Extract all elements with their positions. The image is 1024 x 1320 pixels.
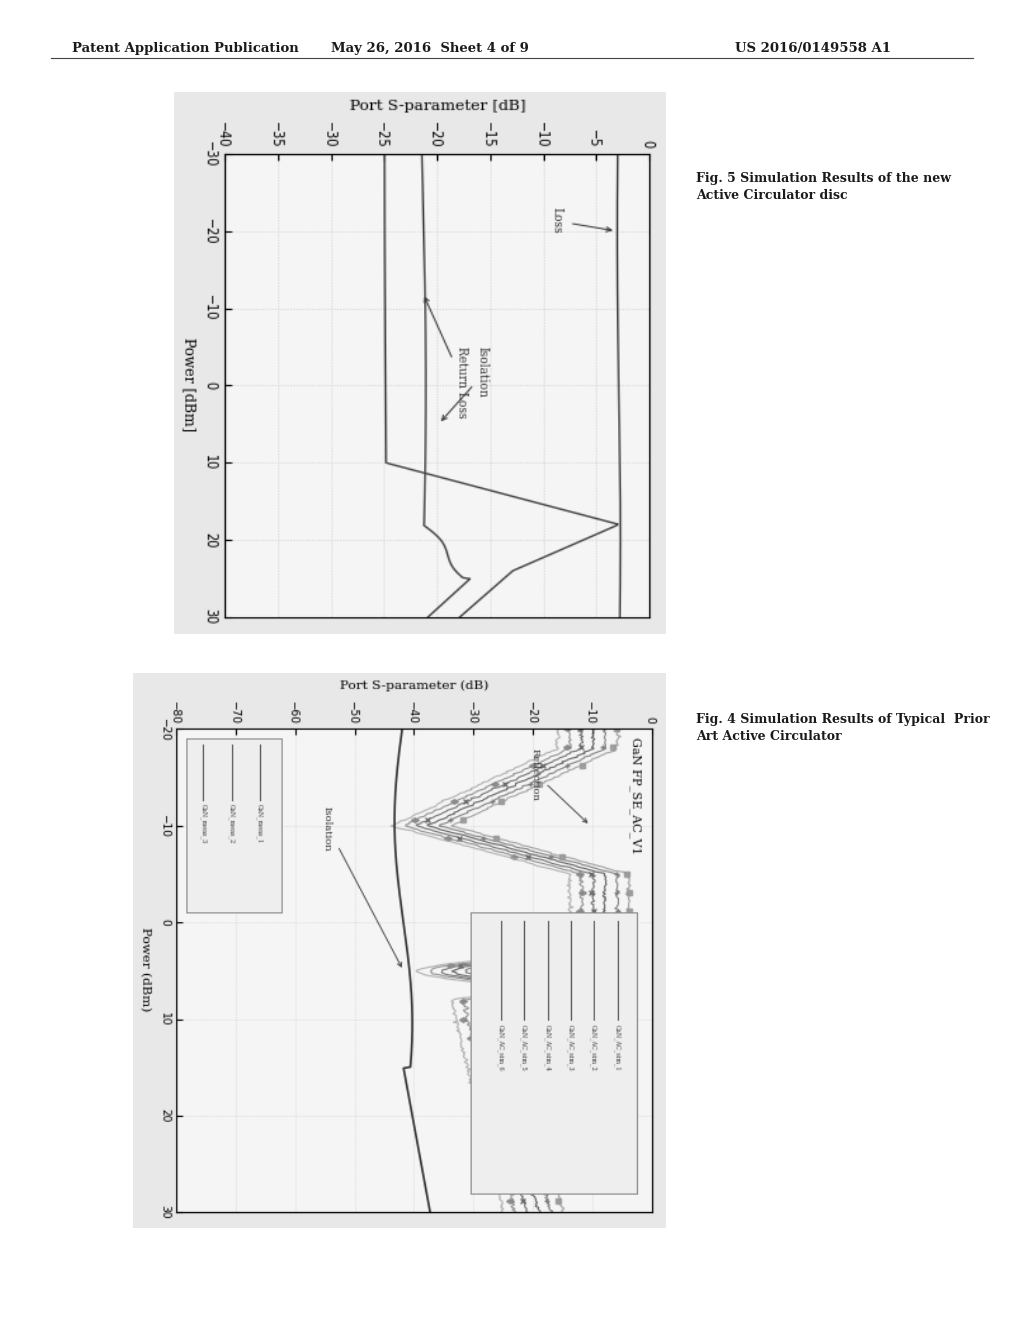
Text: Fig. 5 Simulation Results of the new
Active Circulator disc: Fig. 5 Simulation Results of the new Act… xyxy=(696,172,951,202)
Text: US 2016/0149558 A1: US 2016/0149558 A1 xyxy=(735,42,891,55)
Text: Patent Application Publication: Patent Application Publication xyxy=(72,42,298,55)
Text: May 26, 2016  Sheet 4 of 9: May 26, 2016 Sheet 4 of 9 xyxy=(331,42,529,55)
Text: Fig. 4 Simulation Results of Typical  Prior
Art Active Circulator: Fig. 4 Simulation Results of Typical Pri… xyxy=(696,713,990,743)
